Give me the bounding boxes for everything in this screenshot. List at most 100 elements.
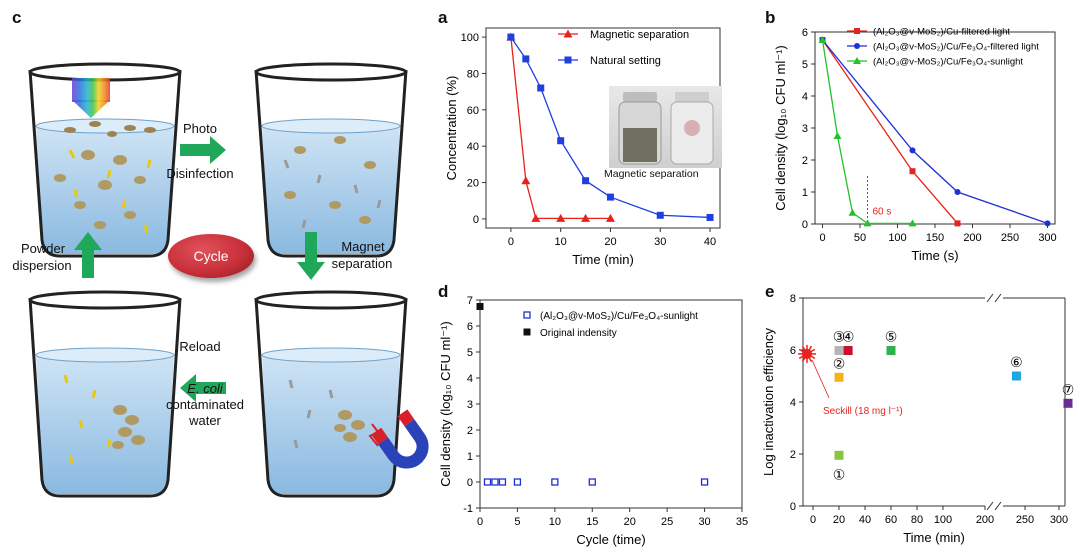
panel-label-e: e — [765, 282, 775, 301]
chart-e: 0 20 40 60 80 100 200 250 300 0 2 4 6 8 Time (min) Log … — [761, 293, 1075, 545]
data-point — [1063, 398, 1073, 408]
y-tick-label: 2 — [467, 425, 473, 437]
reload-label: Reload — [179, 339, 221, 354]
x-axis-label: Time (min) — [903, 530, 965, 545]
x-tick-label: 20 — [833, 514, 845, 526]
data-point — [1011, 371, 1021, 381]
data-point — [498, 478, 507, 486]
point-label: ① — [833, 466, 846, 482]
annotation-label: 60 s — [873, 206, 892, 217]
legend-label: Natural setting — [590, 55, 661, 67]
data-point — [909, 147, 916, 154]
seckill-marker — [802, 348, 812, 359]
data-point — [483, 478, 492, 486]
panel-label-d: d — [438, 282, 449, 301]
x-tick-label: 60 — [885, 514, 897, 526]
data-point — [491, 478, 499, 486]
x-tick-label: 30 — [698, 516, 710, 528]
data-point — [818, 36, 827, 43]
y-axis-label: Log inactivation efficiency — [761, 328, 776, 476]
contaminated-label: contaminated — [165, 397, 245, 412]
data-point — [513, 478, 522, 486]
arrow-right-icon — [180, 136, 226, 164]
data-point — [522, 55, 530, 63]
y-tick-label: 0 — [802, 219, 808, 231]
arrow-down-icon — [297, 232, 325, 280]
series-line — [821, 39, 958, 224]
x-tick-label: 80 — [911, 514, 923, 526]
y-tick-label: 80 — [467, 68, 479, 80]
x-tick-label: 15 — [586, 516, 598, 528]
x-tick-label: 0 — [819, 232, 825, 244]
data-point — [521, 176, 531, 185]
data-point — [834, 450, 844, 460]
chart-a: 0 10 20 30 40 0 20 40 60 80 100 Time (min) Concentra… — [444, 27, 721, 267]
point-label: ⑥ — [1010, 354, 1023, 370]
legend-label: Magnetic separation — [590, 29, 689, 41]
x-tick-label: 150 — [926, 232, 944, 244]
y-tick-label: 100 — [461, 32, 479, 44]
point-label: ④ — [842, 329, 855, 345]
y-tick-label: 2 — [802, 155, 808, 167]
axis-break — [986, 293, 994, 303]
data-point — [581, 213, 591, 222]
seckill-label: Seckill (18 mg l⁻¹) — [823, 406, 903, 417]
magnet-label: Magnet — [341, 239, 385, 254]
inset-caption: Magnetic separation — [604, 168, 699, 180]
y-tick-label: 5 — [802, 59, 808, 71]
x-tick-label: 100 — [934, 514, 952, 526]
data-point — [909, 168, 916, 175]
series-line — [821, 39, 913, 225]
x-tick-label: 200 — [963, 232, 981, 244]
series-line — [510, 37, 611, 220]
data-point — [531, 213, 541, 222]
point-label: ⑤ — [885, 329, 898, 345]
data-point — [606, 193, 614, 201]
axis-break — [994, 501, 1002, 511]
x-tick-label: 10 — [549, 516, 561, 528]
point-label: ② — [833, 355, 846, 371]
series-line — [510, 36, 711, 219]
x-axis-label: Time (min) — [572, 252, 634, 267]
y-tick-label: 5 — [467, 347, 473, 359]
data-point — [556, 213, 566, 222]
x-tick-label: 20 — [624, 516, 636, 528]
data-point — [507, 33, 515, 41]
point-label: ⑦ — [1062, 381, 1075, 397]
x-tick-label: 50 — [854, 232, 866, 244]
y-tick-label: 1 — [802, 187, 808, 199]
y-tick-label: 40 — [467, 141, 479, 153]
x-tick-label: 35 — [736, 516, 748, 528]
x-tick-label: 100 — [888, 232, 906, 244]
photo-label: Photo — [183, 121, 217, 136]
data-point — [706, 213, 714, 221]
magnet-icon — [371, 409, 429, 469]
chart-d: 0 5 10 15 20 25 30 35 -1 0 1 2 3 4 5 6 7 Cycle (time) Cell… — [438, 295, 748, 547]
y-tick-label: 6 — [790, 345, 796, 357]
legend-label: (Al₂O₃@v-MoS₂)/Cu/Fe₃O₄-sunlight — [540, 311, 698, 322]
y-axis-label: Concentration (%) — [444, 76, 459, 181]
series-line — [821, 39, 1048, 224]
spark-icon — [368, 423, 380, 447]
legend-marker — [854, 43, 860, 49]
chart-b: 0 50 100 150 200 250 300 0 1 2 3 4 5 6 Time (s) Cell de… — [773, 27, 1057, 264]
panel-label-b: b — [765, 8, 776, 27]
y-tick-label: 0 — [467, 477, 473, 489]
beaker-disinfected — [254, 62, 408, 258]
y-tick-label: 0 — [790, 501, 796, 513]
x-tick-label: 10 — [555, 236, 567, 248]
x-axis-label: Time (s) — [911, 248, 958, 263]
seckill-leader — [811, 359, 830, 399]
beaker-contaminated — [28, 290, 182, 498]
data-point — [833, 132, 842, 139]
x-tick-label: 250 — [1016, 514, 1034, 526]
y-tick-label: 4 — [802, 91, 808, 103]
x-tick-label: 0 — [477, 516, 483, 528]
x-tick-label: 30 — [654, 236, 666, 248]
x-tick-label: 5 — [514, 516, 520, 528]
legend-label: (Al₂O₃@v-MoS₂)/Cu-filtered light — [873, 27, 1010, 38]
data-point — [843, 346, 853, 356]
data-point — [954, 189, 961, 195]
panel-label-c: c — [12, 8, 22, 27]
data-point — [588, 478, 596, 486]
